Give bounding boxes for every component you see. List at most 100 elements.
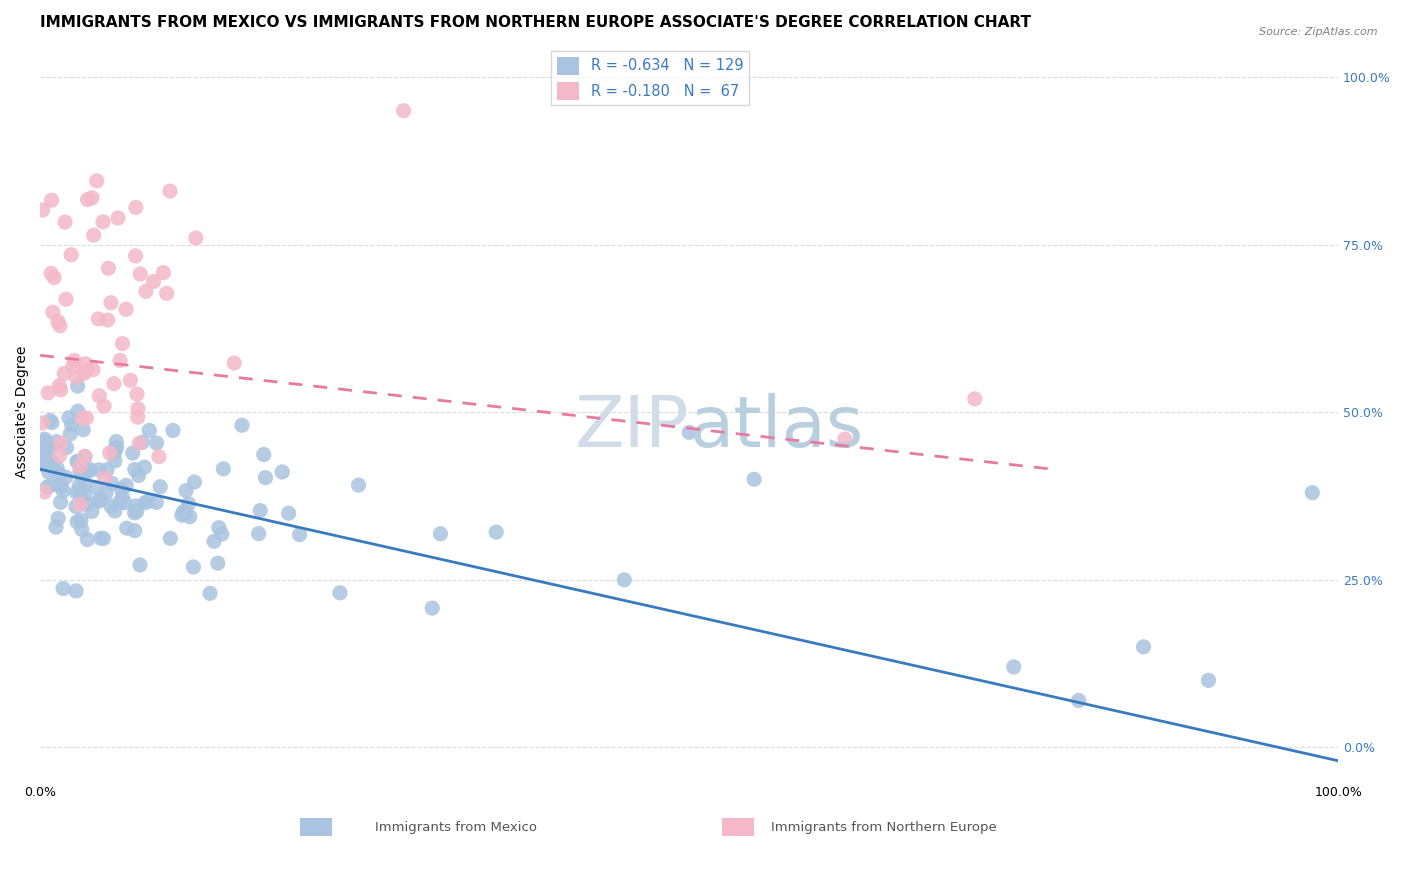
Point [127,410,149,425]
Point [108,353,131,368]
Point [247,526,270,541]
Point [31,457,53,471]
Point [52,582,75,596]
Point [128,468,150,483]
Point [70,523,93,537]
Point [125,504,148,518]
Point [46,511,69,525]
Point [31,202,53,217]
Point [31,450,53,464]
Point [129,558,152,572]
Point [41,439,63,453]
Point [173,505,195,519]
Point [162,424,184,438]
Point [103,376,125,391]
Point [93,399,115,413]
Point [231,418,253,433]
Point [224,356,246,370]
Point [65,500,87,514]
Point [45,434,67,449]
Point [104,442,127,456]
Point [963,392,986,406]
Point [420,601,443,615]
Point [53,215,76,229]
Point [73,450,96,464]
Point [34,432,56,446]
Point [30,457,52,471]
Text: Source: ZipAtlas.com: Source: ZipAtlas.com [1260,27,1378,37]
Point [124,499,146,513]
Point [75,357,97,371]
Point [39,267,62,281]
Point [69,498,91,512]
Point [183,475,205,489]
Point [83,228,105,243]
Point [329,586,352,600]
Point [80,504,103,518]
Point [65,485,87,500]
Point [65,370,87,384]
Point [104,445,127,459]
Point [115,521,138,535]
Point [41,193,63,207]
Point [58,410,80,425]
Point [69,487,91,501]
Point [84,481,107,495]
Point [97,261,120,276]
Point [104,504,127,518]
Point [76,411,98,425]
Point [46,314,69,328]
Point [87,494,110,508]
Point [59,426,82,441]
Point [179,509,201,524]
FancyBboxPatch shape [721,818,754,836]
Point [72,411,94,425]
Point [98,446,121,460]
Point [34,434,56,449]
Point [124,506,146,520]
Point [115,478,138,492]
Point [48,378,70,392]
Point [207,556,229,570]
Point [429,526,451,541]
Point [75,497,97,511]
Point [125,201,148,215]
Point [114,496,136,510]
Point [89,463,111,477]
Point [41,455,63,469]
Point [34,485,56,500]
Point [138,423,160,437]
Point [34,439,56,453]
Point [73,478,96,492]
Point [105,434,128,449]
Point [51,479,73,493]
Point [37,385,59,400]
Point [111,490,134,504]
Point [100,295,122,310]
Point [94,471,117,485]
Point [105,441,128,455]
Point [62,359,84,374]
Point [1301,485,1323,500]
Point [149,480,172,494]
Point [1002,660,1025,674]
Point [174,483,197,498]
Point [72,423,94,437]
Point [48,478,70,492]
Point [49,495,72,509]
Point [834,432,856,446]
Point [86,174,108,188]
Point [49,383,72,397]
Point [1197,673,1219,688]
Point [288,527,311,541]
Point [72,468,94,483]
Point [148,450,170,464]
Point [170,508,193,523]
Point [108,495,131,509]
Point [38,453,60,467]
Point [134,496,156,510]
Point [121,446,143,460]
Point [347,478,370,492]
Point [96,463,118,477]
Point [152,266,174,280]
